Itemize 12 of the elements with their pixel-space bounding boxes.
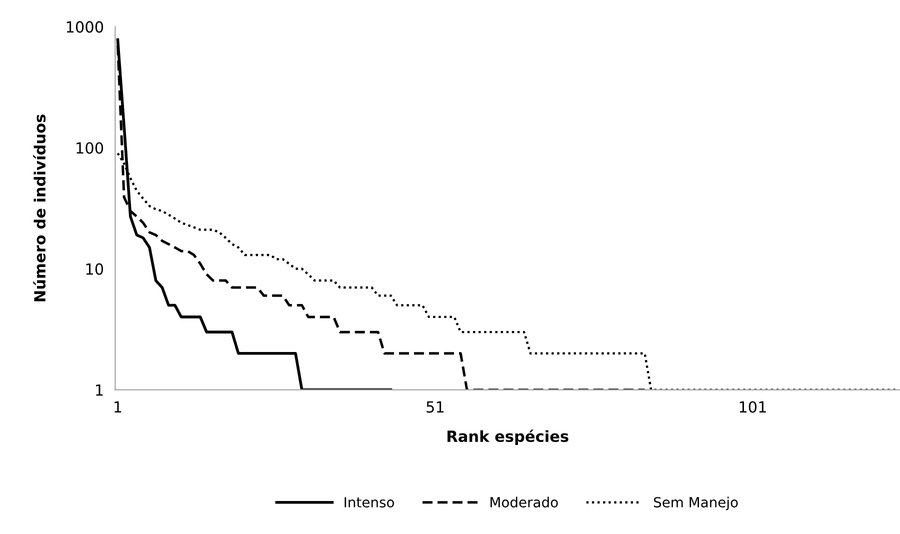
x-tick-label: 101 xyxy=(740,401,766,413)
y-tick-label: 1 xyxy=(96,384,103,396)
x-axis-title: Rank espécies xyxy=(448,430,568,446)
legend-label: Sem Manejo xyxy=(654,496,738,510)
x-tick-label: 51 xyxy=(426,401,444,413)
legend-label: Moderado xyxy=(490,496,558,508)
legend-label: Intenso xyxy=(344,497,394,508)
y-axis-title: Número de indivíduos xyxy=(33,114,46,302)
y-tick-label: 1000 xyxy=(66,21,104,33)
x-tick-label: 1 xyxy=(114,401,122,413)
y-tick-label: 10 xyxy=(86,263,104,275)
y-tick-label: 100 xyxy=(76,142,104,154)
